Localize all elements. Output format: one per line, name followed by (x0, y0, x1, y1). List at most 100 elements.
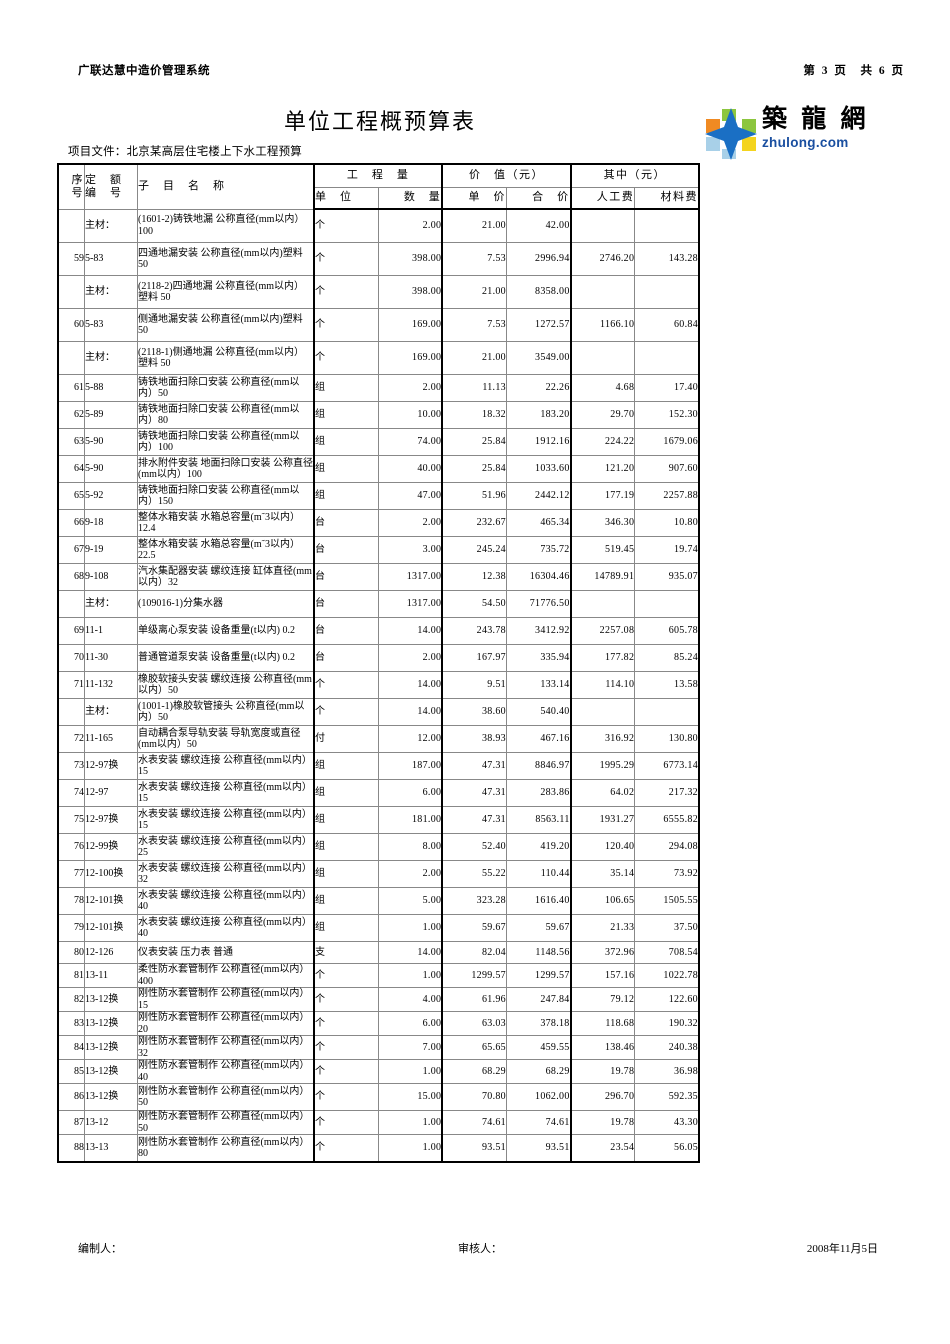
cell-unit: 组 (312, 482, 379, 510)
cell-total-price: 2442.12 (505, 482, 572, 510)
cell-total-price: 74.61 (505, 1110, 572, 1135)
running-header: 广联达慧中造价管理系统 第 3 页 共 6 页 (78, 62, 910, 80)
col-group-header-quantity: 工 程 量 (312, 163, 443, 188)
cell-code: 11-132 (84, 671, 138, 699)
cell-unit: 台 (312, 563, 379, 591)
cell-qty: 1.00 (377, 1134, 443, 1163)
cell-labor-cost (569, 275, 636, 309)
cell-item-name: 铸铁地面扫除口安装 公称直径(mm以内）50 (137, 374, 315, 402)
cell-serial: 83 (57, 1011, 85, 1036)
cell-labor-cost (569, 341, 636, 375)
table-row: 62 5-89 铸铁地面扫除口安装 公称直径(mm以内）80 组 10.00 18.32 1… (57, 401, 700, 429)
cell-unit: 个 (312, 308, 379, 342)
cell-unit: 台 (312, 590, 379, 618)
cell-item-name: 刚性防水套管制作 公称直径(mm以内）50 (137, 1110, 315, 1135)
cell-total-price: 8846.97 (505, 752, 572, 780)
cell-labor-cost: 4.68 (569, 374, 636, 402)
cell-unit-price: 25.84 (441, 428, 507, 456)
budget-table: 序 号 定 额 编 号 子 目 名 称 工 程 量 价 值（元） 其中（元） 单… (57, 163, 700, 1163)
cell-serial: 69 (57, 617, 85, 645)
cell-serial: 67 (57, 536, 85, 564)
col-header-labor-cost: 人工费 (569, 187, 636, 210)
cell-labor-cost: 121.20 (569, 455, 636, 483)
col-header-total-price: 合 价 (505, 187, 572, 210)
cell-item-name: 仪表安装 压力表 普通 (137, 941, 315, 964)
cell-unit-price: 70.80 (441, 1083, 507, 1111)
cell-unit: 个 (312, 242, 379, 276)
cell-serial: 78 (57, 887, 85, 915)
table-row: 82 13-12换 刚性防水套管制作 公称直径(mm以内）15 个 4.00 61.96 2… (57, 987, 700, 1012)
cell-material-cost: 592.35 (634, 1083, 700, 1111)
preparer-label: 编制人： (78, 1243, 122, 1255)
cell-unit: 个 (312, 1011, 379, 1036)
cell-total-price: 68.29 (505, 1059, 572, 1084)
cell-code: 12-97换 (84, 752, 138, 780)
cell-total-price: 247.84 (505, 987, 572, 1012)
project-file-line: 项目文件：北京某高层住宅楼上下水工程预算 (68, 146, 302, 158)
cell-unit-price: 9.51 (441, 671, 507, 699)
cell-material-cost: 122.60 (634, 987, 700, 1012)
cell-total-price: 1912.16 (505, 428, 572, 456)
cell-total-price: 110.44 (505, 860, 572, 888)
table-row: 81 13-11 柔性防水套管制作 公称直径(mm以内）400 个 1.00 1299.5… (57, 963, 700, 988)
cell-material-cost (634, 698, 700, 726)
table-header-row-2: 单 位 数 量 单 价 合 价 人工费 材料费 (58, 187, 700, 210)
table-row: 88 13-13 刚性防水套管制作 公称直径(mm以内）80 个 1.00 93.51 93… (57, 1134, 700, 1163)
cell-item-name: 水表安装 螺纹连接 公称直径(mm以内）40 (137, 914, 315, 942)
cell-material-cost: 37.50 (634, 914, 700, 942)
cell-code: 主材： (84, 341, 138, 375)
cell-unit-price: 18.32 (441, 401, 507, 429)
cell-total-price: 1299.57 (505, 963, 572, 988)
cell-labor-cost: 118.68 (569, 1011, 636, 1036)
cell-material-cost (634, 590, 700, 618)
cell-labor-cost: 296.70 (569, 1083, 636, 1111)
system-name: 广联达慧中造价管理系统 (78, 65, 210, 77)
table-row: 84 13-12换 刚性防水套管制作 公称直径(mm以内）32 个 7.00 65.65 4… (57, 1035, 700, 1060)
cell-code: 11-1 (84, 617, 138, 645)
page-title: 单位工程概预算表 (283, 109, 476, 134)
cell-total-price: 42.00 (505, 208, 572, 243)
cell-qty: 2.00 (377, 509, 443, 537)
cell-unit: 个 (312, 1083, 379, 1111)
cell-code: 主材： (84, 590, 138, 618)
cell-serial (57, 698, 85, 726)
cell-material-cost: 130.80 (634, 725, 700, 753)
cell-unit-price: 1299.57 (441, 963, 507, 988)
cell-unit: 组 (312, 455, 379, 483)
cell-unit-price: 68.29 (441, 1059, 507, 1084)
cell-labor-cost: 372.96 (569, 941, 636, 964)
table-row: 主材： (1001-1)橡胶软管接头 公称直径(mm以内）50 个 14.00 38.6… (57, 698, 700, 726)
cell-serial (57, 341, 85, 375)
cell-serial: 88 (57, 1134, 85, 1163)
cell-item-name: 橡胶软接头安装 螺纹连接 公称直径(mm以内）50 (137, 671, 315, 699)
cell-labor-cost (569, 590, 636, 618)
cell-code: 主材： (84, 698, 138, 726)
cell-unit-price: 54.50 (441, 590, 507, 618)
cell-unit-price: 47.31 (441, 806, 507, 834)
cell-total-price: 459.55 (505, 1035, 572, 1060)
cell-labor-cost: 138.46 (569, 1035, 636, 1060)
cell-unit: 个 (312, 1134, 379, 1163)
cell-serial: 59 (57, 242, 85, 276)
cell-item-name: 铸铁地面扫除口安装 公称直径(mm以内）80 (137, 401, 315, 429)
cell-material-cost: 2257.88 (634, 482, 700, 510)
cell-unit-price: 21.00 (441, 341, 507, 375)
table-row: 78 12-101换 水表安装 螺纹连接 公称直径(mm以内）40 组 5.00 323.… (57, 887, 700, 915)
cell-unit-price: 25.84 (441, 455, 507, 483)
cell-unit-price: 21.00 (441, 275, 507, 309)
cell-unit-price: 52.40 (441, 833, 507, 861)
logo-text-cn: 築 龍 網 (762, 106, 870, 133)
cell-unit-price: 11.13 (441, 374, 507, 402)
cell-material-cost: 1022.78 (634, 963, 700, 988)
cell-code: 5-89 (84, 401, 138, 429)
cell-material-cost: 190.32 (634, 1011, 700, 1036)
cell-labor-cost (569, 208, 636, 243)
cell-code: 5-88 (84, 374, 138, 402)
cell-serial: 64 (57, 455, 85, 483)
cell-material-cost (634, 208, 700, 243)
col-header-unit: 单 位 (312, 187, 379, 210)
cell-total-price: 133.14 (505, 671, 572, 699)
table-row: 67 9-19 整体水箱安装 水箱总容量(m˜3以内）22.5 台 3.00 245.24… (57, 536, 700, 564)
cell-unit: 组 (312, 752, 379, 780)
table-row: 76 12-99换 水表安装 螺纹连接 公称直径(mm以内）25 组 8.00 52.40… (57, 833, 700, 861)
